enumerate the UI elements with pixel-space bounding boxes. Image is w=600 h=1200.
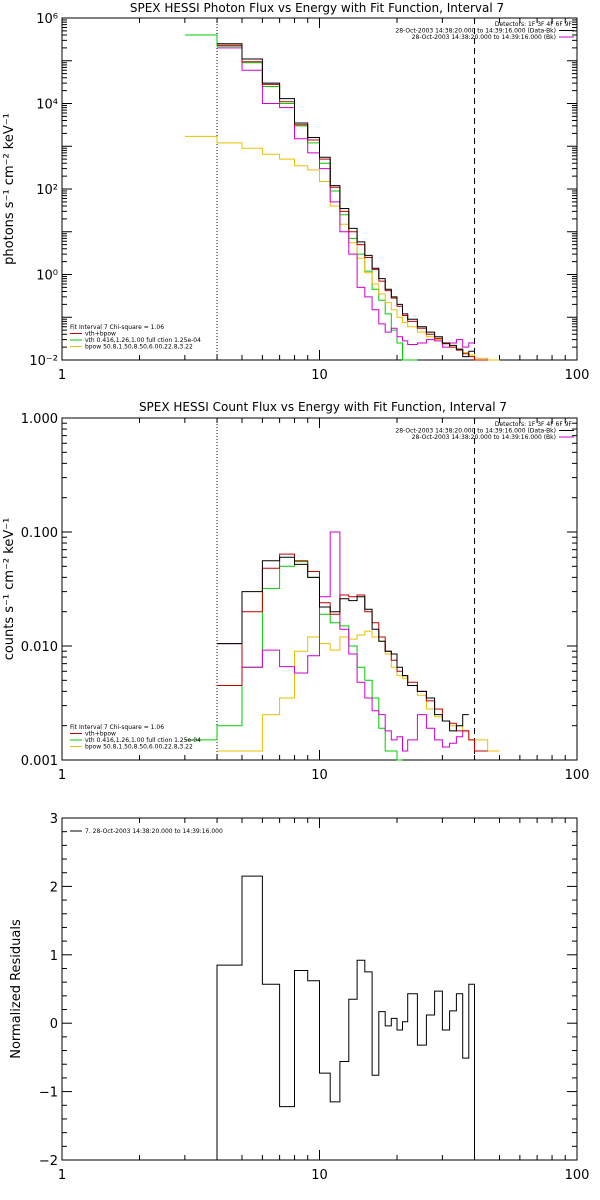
series-vth [184,561,403,761]
count-flux-y-axis-label: counts s⁻¹ cm⁻² keV⁻¹ [2,518,17,661]
residuals-y-axis-label: Normalized Residuals [9,919,24,1059]
series-bpow [184,135,500,361]
legend-entry: vth+bpow [85,731,116,738]
x-tick-label: 10 [311,768,328,783]
photon-flux-y-axis-label: photons s⁻¹ cm⁻² keV⁻¹ [2,113,17,265]
series-bkg [217,47,475,348]
y-tick-label: 1 [50,949,58,964]
y-tick-label: 10⁰ [36,269,58,284]
photon-flux-plot-frame [61,17,578,361]
legend-entry: 28-Oct-2003 14:38:20.000 to 14:39:16.000… [395,428,556,435]
series-data [217,43,475,358]
y-tick-label: 2 [50,880,58,895]
photon-flux-plot: 1 10 100 10⁻² 10⁰ 10² 10⁴ 10⁶ Detectors: 1F 3F 4… [29,12,589,383]
legend-entry: bpow 50.8,1.50,8.50,6.00,22.8,3.22 [85,744,193,751]
x-tick-label: 1 [58,368,66,383]
legend-entry: Detectors: 1F 3F 4F 6F 9F [495,21,573,28]
residuals-plot: 1 10 100 −2 −1 0 1 2 3 7. 28-Oct-2003 14:38:20.00… [39,812,590,1183]
legend-entry: bpow 50.8,1.50,8.50,6.00,22.8,3.22 [85,344,193,351]
y-tick-label: 3 [50,812,58,827]
y-tick-label: −2 [39,1154,58,1169]
legend-entry: Detectors: 1F 3F 4F 6F 9F [495,421,573,428]
x-tick-label: 10 [311,368,328,383]
legend-entry: 7. 28-Oct-2003 14:38:20.000 to 14:39:16.… [85,828,223,835]
legend-entry: Fit Interval 7 Chi-square = 1.06 [70,324,164,331]
y-tick-label: 0.001 [21,754,58,769]
series-vth-bpow [217,44,488,361]
y-tick-label: 10⁻² [29,354,58,369]
y-tick-label: −1 [39,1086,58,1101]
series-data [217,556,469,732]
series-vth [184,34,418,361]
y-tick-label: 10⁶ [36,12,58,27]
y-tick-label: 10⁴ [36,98,58,113]
photon-flux-panel: SPEX HESSI Photon Flux vs Energy with Fi… [2,1,589,383]
x-tick-label: 1 [58,768,66,783]
count-flux-title: SPEX HESSI Count Flux vs Energy with Fit… [139,400,507,414]
y-tick-label: 0.100 [21,526,58,541]
series-bpow [217,630,500,752]
legend-entry: Fit Interval 7 Chi-square = 1.06 [70,724,164,731]
legend-entry: vth+bpow [85,331,116,338]
y-tick-label: 1.000 [21,412,58,427]
y-tick-label: 0 [50,1017,58,1032]
x-tick-label: 10 [311,1168,328,1183]
photon-flux-title: SPEX HESSI Photon Flux vs Energy with Fi… [130,1,504,15]
x-tick-label: 1 [58,1168,66,1183]
legend-entry: 28-Oct-2003 14:38:20.000 to 14:39:16.000… [412,434,556,441]
legend-entry: 28-Oct-2003 14:38:20.000 to 14:39:16.000… [412,34,556,41]
count-flux-panel: SPEX HESSI Count Flux vs Energy with Fit… [2,400,589,783]
x-tick-label: 100 [565,1168,590,1183]
legend-entry: vth 0.416,1.26,1.00 full ction 1.25e-04 [85,337,201,344]
series-data [216,875,475,1160]
legend-entry: vth 0.416,1.26,1.00 full ction 1.25e-04 [85,737,201,744]
x-tick-label: 100 [565,768,590,783]
y-tick-label: 0.010 [21,640,58,655]
residuals-panel: Normalized Residuals 1 10 100 −2 −1 0 1 2 3 7. 28… [9,812,589,1183]
legend-entry: 28-Oct-2003 14:38:20.000 to 14:39:16.000… [395,28,556,35]
y-tick-label: 10² [36,183,58,198]
count-flux-plot: 1 10 100 0.001 0.010 0.100 1.000 Detectors: 1F … [21,412,590,783]
x-tick-label: 100 [565,368,590,383]
series-bkg [217,531,469,752]
